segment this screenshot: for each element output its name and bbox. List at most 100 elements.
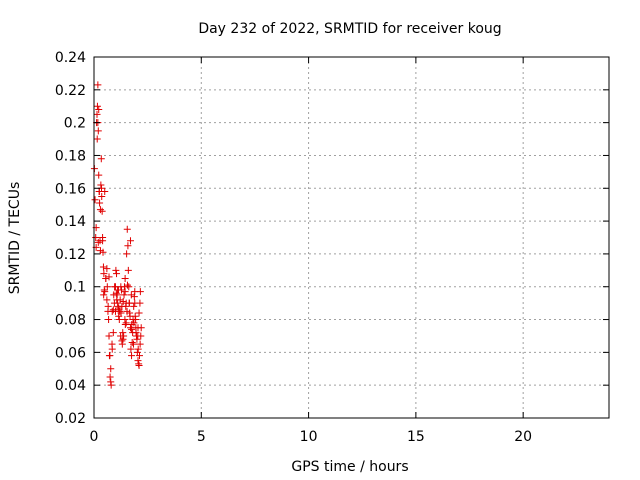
data-point: [114, 286, 122, 294]
data-point: [101, 288, 109, 296]
data-point: [134, 332, 142, 340]
y-tick-label: 0.24: [55, 50, 86, 66]
data-point: [108, 307, 116, 315]
data-point: [124, 242, 132, 250]
data-point: [103, 296, 111, 304]
data-point: [96, 199, 104, 207]
data-point: [123, 250, 131, 258]
data-point: [100, 270, 108, 278]
data-point: [105, 332, 113, 340]
x-tick-label: 15: [407, 429, 425, 445]
data-point: [121, 288, 129, 296]
data-point: [94, 238, 102, 246]
data-point: [122, 319, 130, 327]
data-point: [93, 135, 101, 143]
data-point: [122, 299, 130, 307]
data-point: [109, 306, 117, 314]
grid-lines: [93, 57, 609, 418]
y-axis-title: SRMTID / TECUs: [7, 182, 23, 295]
data-point: [106, 373, 114, 381]
data-point: [117, 309, 125, 317]
axis-ticks: [93, 56, 609, 419]
x-tick-label: 5: [197, 429, 206, 445]
data-point: [108, 340, 116, 348]
data-point: [97, 181, 105, 189]
y-tick-label: 0.06: [55, 345, 86, 361]
y-tick-label: 0.14: [55, 214, 86, 230]
data-point: [112, 266, 120, 274]
x-tick-label: 0: [90, 429, 99, 445]
data-point: [132, 316, 140, 324]
data-point: [100, 291, 108, 299]
data-point: [124, 266, 132, 274]
y-tick-label: 0.18: [55, 148, 86, 164]
data-point: [112, 289, 120, 297]
data-point: [130, 302, 138, 310]
data-point: [95, 171, 103, 179]
x-axis-title: GPS time / hours: [291, 459, 408, 475]
data-point: [130, 319, 138, 327]
data-point: [133, 335, 141, 343]
data-point: [92, 234, 100, 241]
data-point: [128, 325, 136, 333]
data-point: [135, 361, 143, 369]
data-point: [103, 283, 111, 291]
data-point: [95, 106, 103, 114]
data-point: [104, 302, 112, 310]
data-points: [90, 81, 145, 389]
data-point: [107, 381, 115, 389]
x-tick-label: 10: [300, 429, 318, 445]
data-point: [132, 329, 140, 337]
tick-labels: 0 5 10 15 20 0.02 0.04 0.06 0.08 0.1 0.12 0.14 0.16 0…: [55, 50, 532, 445]
data-point: [98, 207, 106, 215]
y-tick-label: 0.1: [64, 280, 86, 296]
data-point: [111, 283, 119, 291]
data-point: [99, 237, 107, 245]
data-point: [103, 265, 111, 273]
data-point: [134, 324, 142, 332]
data-point: [131, 288, 139, 296]
data-point: [134, 345, 142, 353]
data-point: [105, 316, 113, 324]
data-point: [94, 81, 102, 89]
y-tick-label: 0.02: [55, 411, 86, 427]
data-point: [128, 339, 136, 347]
data-point: [94, 127, 102, 135]
data-point: [118, 337, 126, 345]
data-point: [105, 273, 113, 281]
data-point: [119, 329, 127, 337]
data-point: [136, 299, 144, 307]
data-point: [136, 340, 144, 348]
data-point: [97, 155, 105, 163]
data-point: [115, 304, 123, 312]
data-point: [121, 275, 129, 283]
data-point: [102, 275, 110, 283]
y-tick-label: 0.2: [64, 116, 86, 132]
chart-title: Day 232 of 2022, SRMTID for receiver kou…: [198, 21, 501, 37]
data-point: [126, 237, 134, 245]
data-point: [134, 357, 142, 365]
y-tick-label: 0.12: [55, 247, 86, 263]
data-point: [126, 309, 134, 317]
data-point: [127, 345, 135, 353]
data-point: [113, 270, 121, 278]
data-point: [93, 110, 101, 118]
data-point: [96, 206, 104, 214]
data-point: [135, 309, 143, 317]
y-tick-label: 0.16: [55, 181, 86, 197]
y-tick-label: 0.04: [55, 378, 86, 394]
data-point: [135, 352, 143, 360]
data-point: [119, 297, 127, 305]
data-point: [128, 352, 136, 360]
data-point: [109, 329, 117, 337]
plot-frame: [93, 56, 610, 419]
data-point: [99, 263, 107, 271]
data-point: [98, 192, 106, 200]
y-tick-label: 0.08: [55, 313, 86, 329]
data-point: [107, 365, 115, 373]
data-point: [123, 281, 131, 289]
data-point: [129, 340, 137, 348]
data-point: [96, 247, 104, 255]
data-point: [113, 296, 121, 304]
